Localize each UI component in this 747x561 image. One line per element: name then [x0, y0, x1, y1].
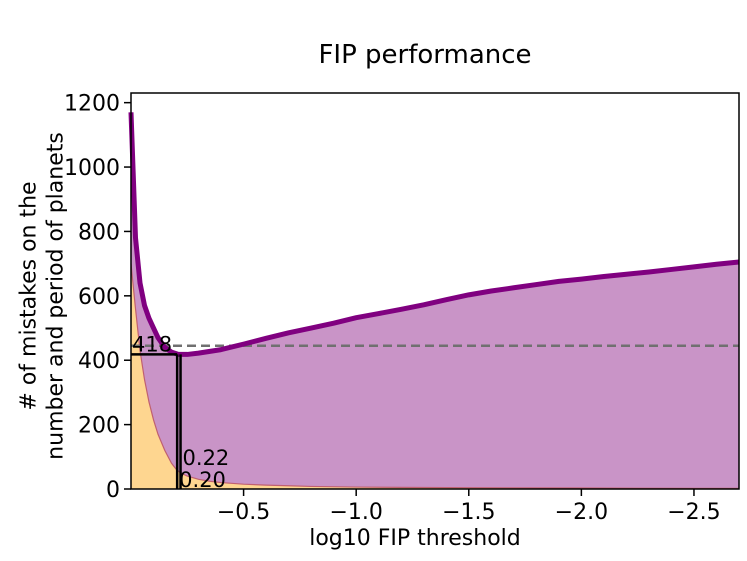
x-tick-label-2: −1.5	[442, 500, 495, 525]
plot-area: 418 0.200.22	[128, 112, 740, 492]
y-axis-label-line-1: # of mistakes on the	[16, 181, 41, 410]
y-axis-label-line-2: number and period of planets	[43, 132, 68, 460]
y-axis-label: # of mistakes on the number and period o…	[16, 132, 68, 460]
y-tick-label-200: 200	[78, 414, 120, 439]
x-axis-label: log10 FIP threshold	[309, 526, 521, 551]
y-tick-label-1000: 1000	[64, 156, 120, 181]
annotation-label-418: 418	[132, 332, 172, 356]
total-series-line	[128, 112, 740, 357]
y-tick-label-600: 600	[78, 285, 120, 310]
y-tick-label-1200: 1200	[64, 92, 120, 117]
annotation-label-0.20: 0.20	[179, 468, 226, 492]
x-tick-label-0: −0.5	[217, 500, 270, 525]
axis-ticks: 0 200 400 600 800 1000 1200 −0.5 −1.0 −1.5 −2.0 −2.…	[64, 92, 740, 525]
total-area	[131, 112, 739, 489]
lower-series-line	[130, 263, 739, 489]
x-tick-label-4: −2.5	[667, 500, 720, 525]
y-tick-label-0: 0	[106, 478, 120, 503]
annotation-label-0.22: 0.22	[183, 446, 230, 470]
y-tick-label-800: 800	[78, 220, 120, 245]
axes-frame	[130, 92, 740, 490]
x-tick-label-1: −1.0	[329, 500, 382, 525]
x-tick-label-3: −2.0	[555, 500, 608, 525]
y-tick-label-400: 400	[78, 349, 120, 374]
chart-title: FIP performance	[318, 40, 531, 70]
